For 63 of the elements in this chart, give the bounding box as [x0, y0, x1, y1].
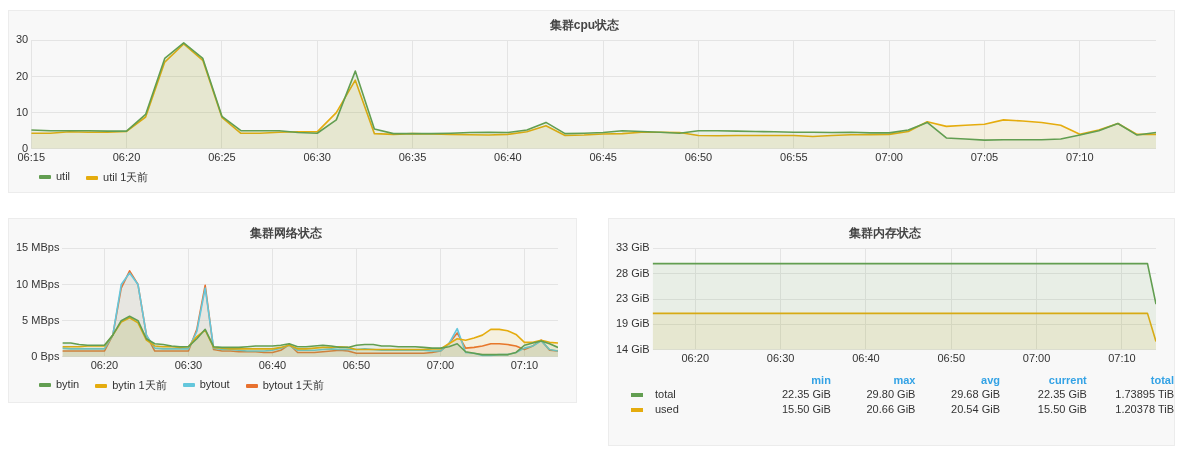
text: 22.35 GiB [1036, 387, 1087, 402]
legend-label: bytout 1天前 [261, 378, 324, 393]
x-tick-label: 07:05 [970, 151, 999, 164]
y-tick-label: 5 MBps [22, 313, 60, 326]
legend-label: util [55, 170, 71, 184]
legend-label: util 1天前 [102, 170, 149, 185]
chart-title: 集群内存状态 [847, 225, 922, 240]
x-tick-label: 06:30 [303, 151, 331, 164]
y-tick-label: 20 [15, 69, 29, 82]
chart-title: 集群cpu状态 [548, 17, 621, 32]
legend-label: bytout [198, 378, 230, 392]
x-tick-label: 06:25 [208, 151, 236, 164]
text: 22.35 GiB [780, 387, 831, 402]
x-tick-label: 06:40 [258, 359, 287, 372]
x-tick-label: 06:15 [17, 151, 45, 164]
x-tick-label: 06:20 [112, 151, 141, 164]
text: avg [980, 373, 1000, 387]
y-tick-label: 14 GiB [615, 342, 650, 355]
legend-label: bytin [55, 378, 80, 392]
x-tick-label: 07:10 [1108, 352, 1136, 365]
x-tick-label: 06:40 [852, 352, 880, 365]
x-tick-label: 06:45 [589, 151, 617, 164]
y-tick-label: 0 Bps [31, 349, 60, 362]
text: 1.73895 TiB [1114, 387, 1174, 402]
x-tick-label: 06:55 [780, 151, 808, 164]
x-tick-label: 06:40 [494, 151, 522, 164]
text: 1.20378 TiB [1114, 402, 1174, 417]
text: min [810, 373, 831, 387]
y-tick-label: 10 MBps [15, 277, 60, 290]
text: 15.50 GiB [780, 402, 831, 417]
x-tick-label: 06:30 [766, 352, 795, 365]
x-tick-label: 06:50 [342, 359, 371, 372]
x-tick-label: 06:50 [684, 151, 713, 164]
text: current [1047, 373, 1087, 387]
text: max [892, 373, 916, 387]
legend-label: bytin 1天前 [111, 378, 167, 393]
y-tick-label: 23 GiB [615, 292, 650, 305]
legend-label: total [654, 387, 677, 402]
y-tick-label: 10 [15, 105, 29, 118]
text: 15.50 GiB [1036, 402, 1087, 417]
legend-label: used [654, 402, 680, 417]
text: 29.68 GiB [950, 387, 1000, 402]
x-tick-label: 06:50 [937, 352, 965, 365]
text: 20.54 GiB [950, 402, 1000, 417]
y-tick-label: 33 GiB [615, 241, 650, 254]
x-tick-label: 07:00 [426, 359, 455, 372]
text: 29.80 GiB [865, 387, 916, 402]
y-tick-label: 15 MBps [15, 241, 60, 254]
x-tick-label: 07:00 [875, 151, 903, 164]
x-tick-label: 06:20 [681, 352, 710, 365]
text: 20.66 GiB [865, 402, 916, 417]
x-tick-label: 07:00 [1022, 352, 1051, 365]
x-tick-label: 06:35 [398, 151, 427, 164]
text: total [1149, 373, 1174, 387]
x-tick-label: 06:20 [90, 359, 119, 372]
y-tick-label: 30 [15, 33, 29, 46]
x-tick-label: 07:10 [510, 359, 539, 372]
y-tick-label: 28 GiB [615, 266, 650, 279]
y-tick-label: 19 GiB [615, 317, 650, 330]
y-tick-label: 0 [22, 141, 29, 154]
chart-title: 集群网络状态 [248, 225, 323, 240]
x-tick-label: 07:10 [1066, 151, 1094, 164]
x-tick-label: 06:30 [174, 359, 203, 372]
